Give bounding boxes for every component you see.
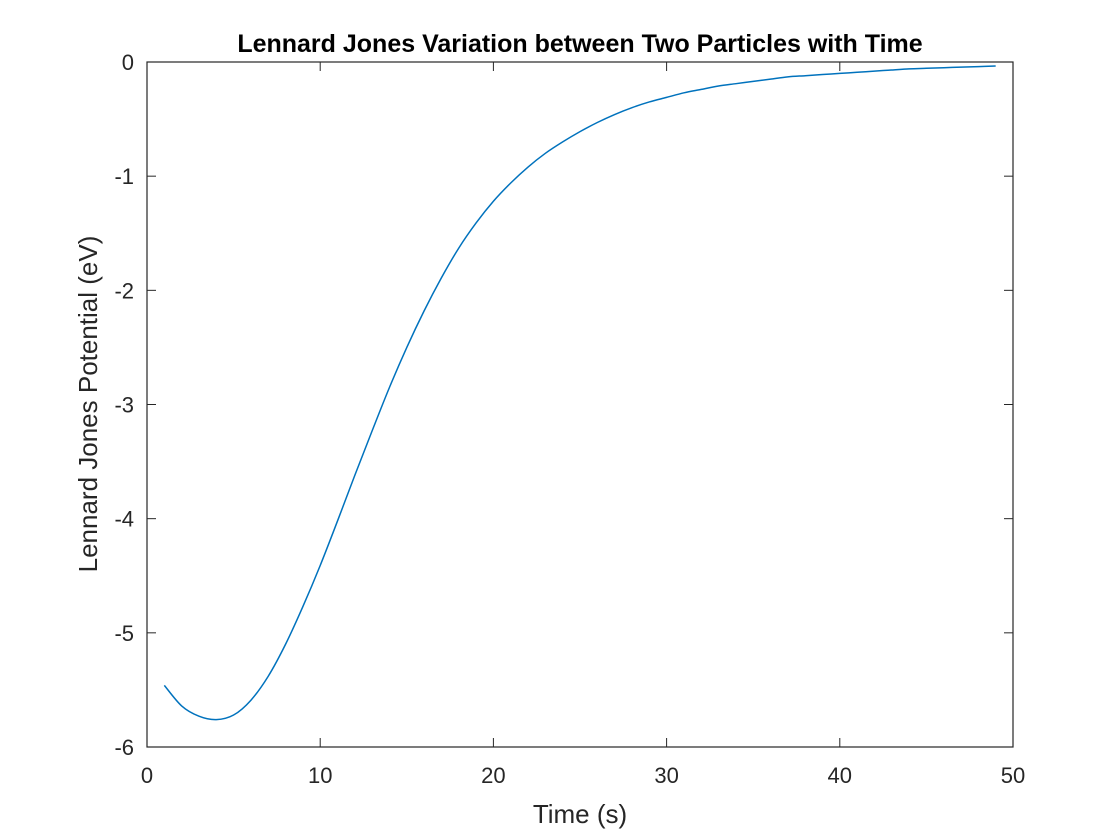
x-tick-label: 50 (1001, 763, 1025, 788)
y-tick-label: -3 (114, 393, 134, 418)
series-line (163, 65, 996, 721)
y-tick-label: -5 (114, 621, 134, 646)
x-axis-label: Time (s) (533, 799, 627, 829)
y-tick-label: -4 (114, 507, 134, 532)
axis-ticks (146, 61, 1014, 748)
x-tick-label: 40 (828, 763, 852, 788)
chart-title: Lennard Jones Variation between Two Part… (237, 30, 922, 58)
y-axis-label: Lennard Jones Potential (eV) (73, 236, 103, 573)
y-tick-label: -2 (114, 278, 134, 303)
tick-labels: 0 10 20 30 40 50 -6 -5 -4 -3 -2 -1 0 (114, 50, 1025, 788)
x-tick-label: 10 (308, 763, 332, 788)
y-tick-label: 0 (122, 50, 134, 75)
x-tick-label: 30 (654, 763, 678, 788)
x-tick-label: 0 (141, 763, 153, 788)
y-tick-label: -6 (114, 735, 134, 760)
plot-area (146, 61, 1014, 748)
x-tick-label: 20 (481, 763, 505, 788)
y-tick-label: -1 (114, 164, 134, 189)
